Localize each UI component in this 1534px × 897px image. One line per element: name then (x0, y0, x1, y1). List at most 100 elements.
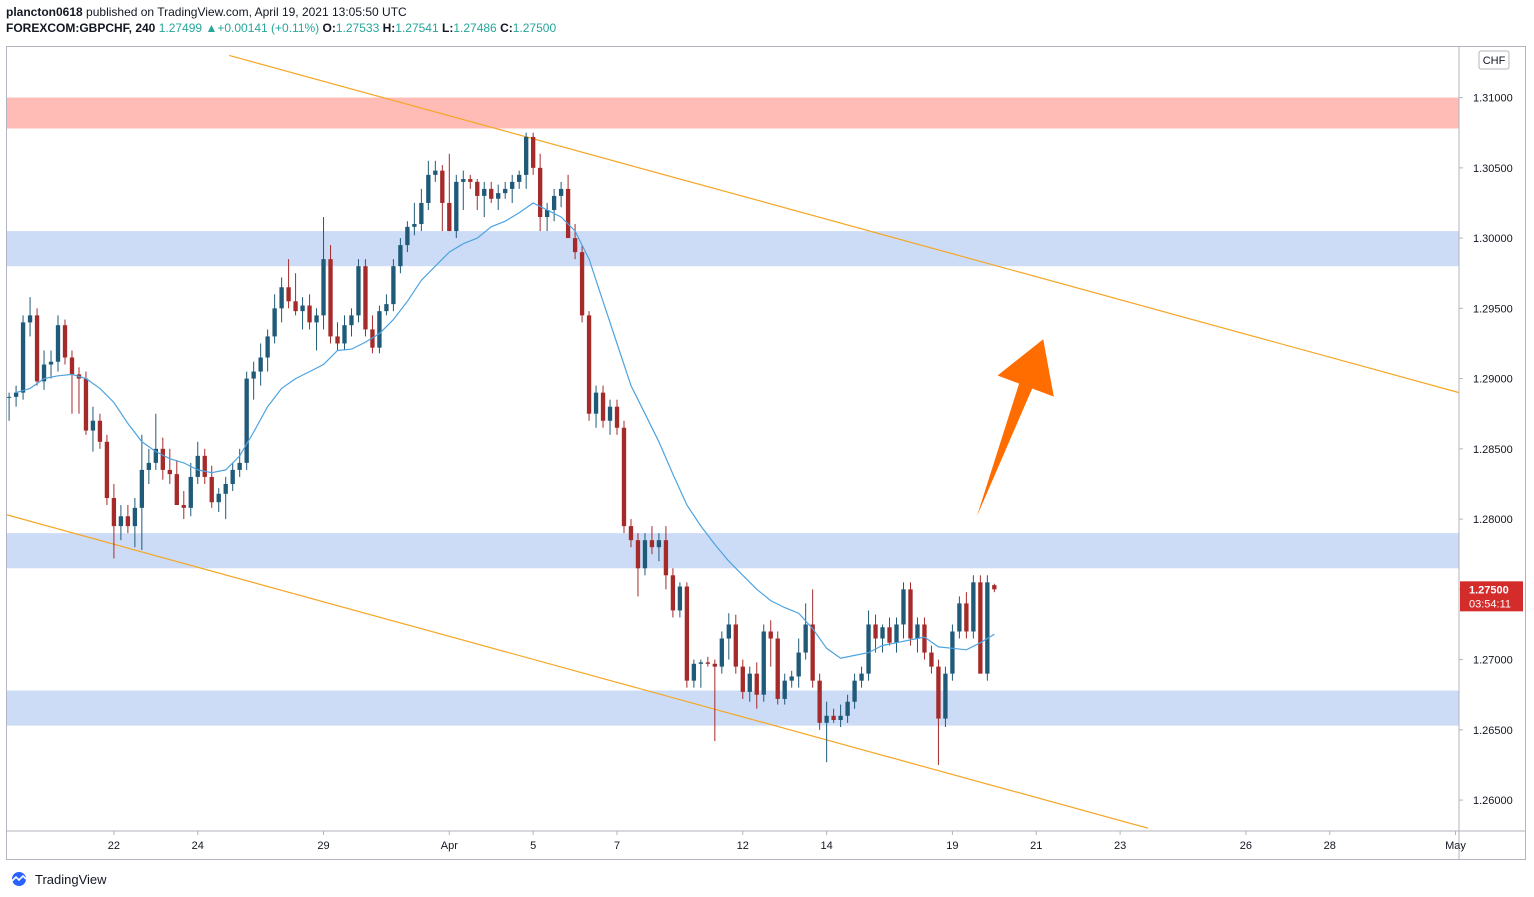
candle-body[interactable] (831, 715, 836, 721)
candle-body[interactable] (202, 455, 207, 477)
candle-body[interactable] (719, 638, 724, 667)
candle-body[interactable] (558, 188, 564, 196)
candle-body[interactable] (251, 371, 256, 379)
candle-body[interactable] (817, 680, 822, 723)
candle-body[interactable] (97, 420, 103, 442)
candle-body[interactable] (705, 662, 711, 664)
candle-body[interactable] (971, 582, 976, 632)
trendline-1[interactable] (7, 514, 1149, 829)
candle-body[interactable] (565, 188, 571, 239)
currency-label[interactable]: CHF (1483, 55, 1506, 67)
candle-body[interactable] (712, 663, 717, 667)
candle-body[interactable] (992, 585, 997, 590)
candle-body[interactable] (146, 462, 152, 470)
candle-body[interactable] (593, 392, 599, 414)
candle-body[interactable] (181, 505, 186, 508)
candle-body[interactable] (537, 167, 543, 218)
candle-body[interactable] (13, 392, 19, 397)
candle-body[interactable] (544, 209, 550, 218)
candle-body[interactable] (279, 287, 284, 309)
candle-body[interactable] (111, 498, 117, 527)
candle-body[interactable] (642, 540, 648, 569)
candle-body[interactable] (272, 308, 277, 337)
candle-body[interactable] (747, 673, 752, 692)
candle-body[interactable] (384, 304, 389, 312)
candle-body[interactable] (20, 322, 26, 393)
candle-body[interactable] (524, 136, 529, 175)
price-badge[interactable]: 1.27500 03:54:11 (1460, 581, 1523, 612)
candle-body[interactable] (775, 638, 780, 699)
candle-body[interactable] (307, 305, 312, 323)
candle-body[interactable] (118, 516, 124, 527)
candle-body[interactable] (628, 526, 634, 541)
candle-body[interactable] (482, 188, 487, 196)
candle-body[interactable] (419, 202, 424, 225)
candle-body[interactable] (510, 181, 515, 189)
candle-body[interactable] (859, 673, 864, 681)
support-zone-2[interactable] (7, 533, 1459, 569)
candle-body[interactable] (216, 493, 221, 503)
candle-body[interactable] (908, 589, 913, 639)
candle-body[interactable] (349, 315, 354, 326)
candle-body[interactable] (943, 673, 948, 719)
candle-body[interactable] (104, 441, 110, 499)
candle-body[interactable] (62, 325, 68, 358)
candle-body[interactable] (684, 586, 690, 681)
support-zone-3[interactable] (7, 690, 1459, 726)
candle-body[interactable] (873, 624, 878, 639)
candle-body[interactable] (607, 406, 613, 421)
candle-body[interactable] (845, 701, 850, 716)
candle-body[interactable] (34, 315, 40, 382)
candle-body[interactable] (754, 673, 759, 695)
candle-body[interactable] (978, 582, 983, 674)
publisher-name[interactable]: plancton0618 (6, 5, 83, 19)
candle-body[interactable] (132, 507, 138, 527)
candle-body[interactable] (41, 364, 47, 382)
tradingview-logo-icon[interactable] (8, 872, 30, 886)
ma-line[interactable] (15, 202, 995, 659)
candle-body[interactable] (782, 680, 787, 699)
candle-body[interactable] (985, 582, 990, 674)
candle-body[interactable] (852, 680, 857, 702)
candle-body[interactable] (461, 179, 466, 182)
candle-body[interactable] (412, 224, 417, 227)
candle-body[interactable] (90, 420, 96, 431)
candle-body[interactable] (866, 624, 871, 674)
candle-body[interactable] (551, 195, 557, 210)
candle-body[interactable] (335, 336, 340, 344)
candle-body[interactable] (160, 448, 165, 470)
candle-body[interactable] (237, 462, 242, 470)
candle-body[interactable] (810, 624, 815, 681)
candle-body[interactable] (957, 603, 962, 632)
candle-body[interactable] (174, 474, 179, 506)
candle-body[interactable] (586, 315, 592, 414)
price-axis-panel[interactable] (1459, 47, 1525, 859)
candle-body[interactable] (321, 259, 326, 316)
candle-body[interactable] (286, 287, 291, 302)
candle-body[interactable] (649, 540, 655, 548)
candle-body[interactable] (244, 378, 249, 463)
candle-body[interactable] (915, 624, 920, 639)
candle-body[interactable] (936, 666, 941, 719)
candle-body[interactable] (223, 483, 228, 494)
candle-body[interactable] (579, 252, 585, 316)
candle-body[interactable] (188, 476, 193, 508)
candle-body[interactable] (517, 174, 522, 182)
candle-body[interactable] (489, 188, 494, 199)
candle-body[interactable] (139, 469, 145, 508)
candle-body[interactable] (838, 715, 843, 721)
candle-body[interactable] (258, 357, 263, 372)
candle-body[interactable] (726, 624, 731, 639)
currency-button[interactable]: CHF (1478, 50, 1510, 70)
candle-body[interactable] (342, 325, 347, 344)
candle-body[interactable] (740, 666, 745, 692)
candle-body[interactable] (621, 427, 627, 527)
candle-body[interactable] (363, 266, 368, 330)
symbol-label[interactable]: FOREXCOM:GBPCHF, 240 (6, 21, 156, 35)
candle-body[interactable] (922, 624, 927, 653)
candle-body[interactable] (698, 662, 704, 664)
candle-body[interactable] (293, 301, 298, 312)
candle-body[interactable] (125, 516, 131, 527)
trendline-0[interactable] (229, 54, 1460, 394)
candle-body[interactable] (468, 179, 473, 182)
